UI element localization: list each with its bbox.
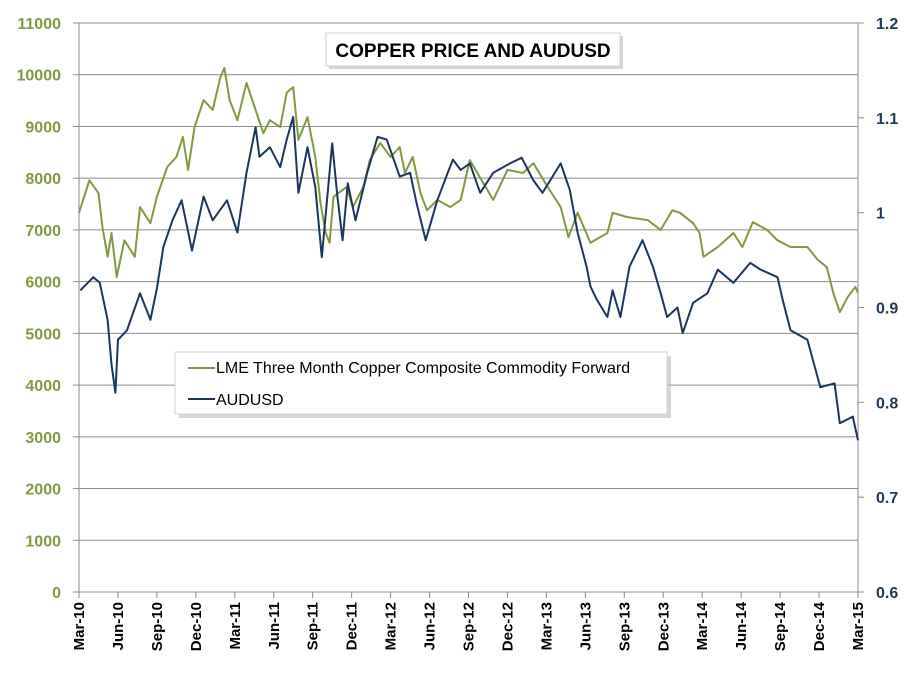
x-tick-label: Mar-13	[538, 602, 555, 650]
left-tick-label: 1000	[25, 533, 61, 550]
x-tick-label: Sep-12	[461, 602, 478, 651]
x-tick-label: Mar-15	[850, 602, 867, 650]
x-tick-label: Jun-13	[577, 602, 594, 650]
x-tick-label: Dec-14	[811, 601, 828, 651]
left-tick-label: 9000	[25, 119, 61, 136]
audusd-line	[79, 115, 859, 441]
right-tick-label: 1.2	[876, 16, 898, 33]
x-tick-label: Jun-10	[110, 602, 127, 650]
x-tick-label: Dec-11	[344, 602, 361, 650]
x-tick-label: Mar-12	[383, 602, 400, 650]
x-tick-label: Sep-11	[305, 602, 322, 650]
left-tick-label: 8000	[25, 171, 61, 188]
x-tick-label: Dec-13	[655, 602, 672, 651]
right-tick-label: 0.8	[876, 395, 898, 412]
x-tick-label: Sep-13	[616, 602, 633, 651]
copper-price-line	[78, 67, 859, 314]
right-tick-label: 0.6	[876, 585, 898, 602]
x-tick-label: Dec-10	[188, 602, 205, 651]
x-tick-label: Dec-12	[499, 602, 516, 651]
series-lines	[78, 67, 859, 441]
right-tick-label: 1	[876, 206, 885, 223]
legend: LME Three Month Copper Composite Commodi…	[174, 351, 671, 418]
legend-label-audusd: AUDUSD	[216, 392, 284, 409]
axes: 0 1000 2000 3000 4000 5000 6000 7000 8000 9000 100…	[17, 16, 899, 651]
x-tick-label: Jun-14	[733, 601, 750, 650]
left-tick-label: 5000	[25, 326, 61, 343]
right-tick-label: 0.9	[876, 301, 898, 318]
left-tick-label: 4000	[25, 378, 61, 395]
left-tick-label: 2000	[25, 482, 61, 499]
right-tick-label: 1.1	[876, 111, 898, 128]
legend-label-copper: LME Three Month Copper Composite Commodi…	[216, 360, 630, 377]
chart-title: COPPER PRICE AND AUDUSD	[335, 41, 610, 62]
x-tick-label: Sep-14	[772, 601, 789, 651]
left-tick-label: 6000	[25, 275, 61, 292]
x-tick-label: Mar-11	[227, 602, 244, 650]
x-tick-label: Jun-11	[266, 602, 283, 650]
x-tick-label: Sep-10	[149, 602, 166, 651]
right-tick-label: 0.7	[876, 490, 898, 507]
gridlines	[79, 22, 858, 541]
left-tick-label: 11000	[17, 16, 61, 33]
left-tick-label: 7000	[25, 223, 61, 240]
left-tick-label: 3000	[25, 430, 61, 447]
x-tick-label: Mar-10	[71, 602, 88, 650]
left-tick-label: 0	[52, 585, 61, 602]
chart-title-box: COPPER PRICE AND AUDUSD	[325, 32, 623, 69]
x-tick-label: Mar-14	[694, 601, 711, 650]
left-tick-label: 10000	[17, 68, 62, 85]
x-tick-label: Jun-12	[422, 602, 439, 650]
